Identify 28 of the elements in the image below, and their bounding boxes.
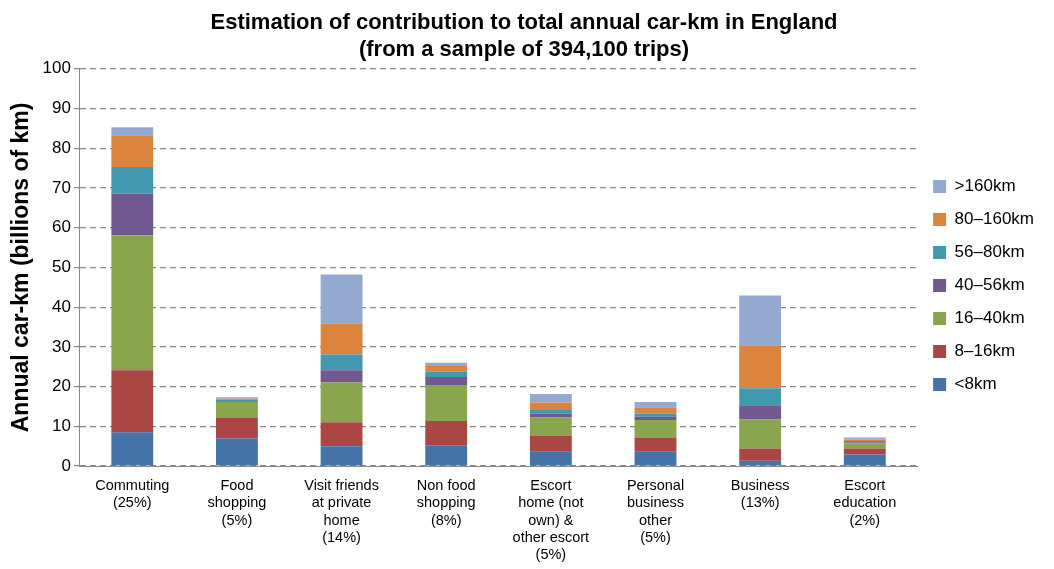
y-tick-label: 70	[52, 177, 71, 197]
y-tick-label: 80	[52, 137, 71, 157]
x-tick-label: Escort education (2%)	[833, 476, 897, 528]
legend-label: 80–160km	[954, 209, 1034, 229]
x-tick-label: Escort home (not own) & other escort (5%)	[512, 476, 590, 563]
y-tick-label: 40	[52, 296, 71, 316]
y-tick-label: 20	[52, 376, 71, 396]
chart-title: Estimation of contribution to total annual car-km in England (from a sample of 394,100 trips)	[210, 9, 838, 61]
y-tick-label: 90	[52, 98, 71, 118]
x-tick-label: Business (13%)	[730, 476, 790, 511]
legend-label: 8–16km	[954, 341, 1016, 361]
legend-label: >160km	[954, 176, 1016, 196]
y-tick-label: 0	[61, 455, 71, 475]
x-tick-label: Visit friends at private home (14%)	[304, 476, 379, 545]
y-tick-label: 30	[52, 336, 71, 356]
x-tick-label: Personal business other (5%)	[626, 476, 685, 545]
x-tick-label: Non food shopping (8%)	[416, 476, 476, 528]
x-tick-label: Commuting (25%)	[95, 476, 170, 511]
y-tick-label: 50	[52, 257, 71, 277]
legend-label: 16–40km	[954, 308, 1025, 328]
y-tick-label: 10	[52, 415, 71, 435]
x-tick-label: Food shopping (5%)	[207, 476, 267, 528]
y-axis-title: Annual car-km (billions of km)	[7, 102, 34, 433]
legend-label: <8km	[954, 374, 997, 394]
legend-label: 56–80km	[954, 242, 1025, 262]
y-tick-label: 60	[52, 217, 71, 237]
legend-label: 40–56km	[954, 275, 1025, 295]
y-tick-label: 100	[42, 58, 71, 78]
